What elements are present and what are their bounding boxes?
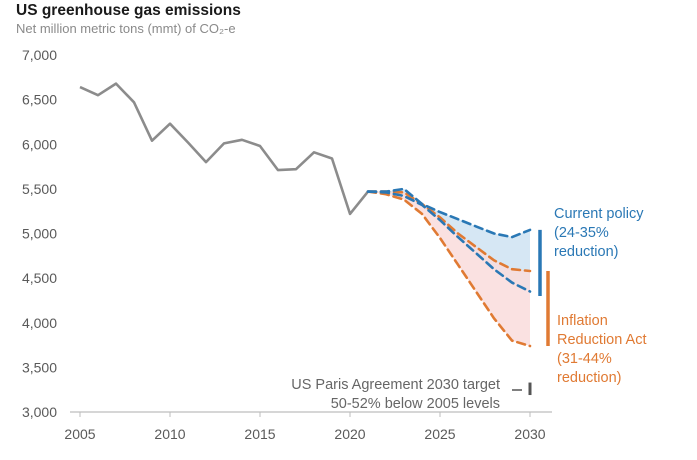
x-tick-label: 2020 [334,426,365,442]
chart-title: US greenhouse gas emissions [16,2,241,19]
ira-label: (31-44% [557,351,612,367]
y-tick-label: 3,500 [22,359,57,375]
x-tick-label: 2005 [64,426,95,442]
y-tick-label: 6,500 [22,92,57,108]
ira-label: Inflation [557,313,608,329]
y-tick-label: 5,500 [22,181,57,197]
x-tick-label: 2010 [154,426,185,442]
y-tick-label: 4,000 [22,315,57,331]
ira-band [368,191,530,346]
ira-upper-line [366,190,532,273]
current-policy-label: Current policy [554,206,644,222]
ira-label: reduction) [557,370,621,386]
ira-lower-line [366,190,532,348]
y-tick-label: 3,000 [22,404,57,420]
chart-subtitle: Net million metric tons (mmt) of CO₂-e [16,21,236,36]
current-policy-label: (24-35% [554,225,609,241]
paris-target-label: 50-52% below 2005 levels [331,396,500,412]
historical-emissions-line [79,82,370,216]
y-tick-label: 6,000 [22,136,57,152]
ira-label: Reduction Act [557,332,646,348]
current-policy-label: reduction) [554,244,618,260]
y-tick-label: 5,000 [22,226,57,242]
y-tick-label: 4,500 [22,270,57,286]
current-policy-upper-line [366,187,532,239]
y-tick-label: 7,000 [22,47,57,63]
current-policy-lower-line [366,190,532,293]
x-tick-label: 2025 [424,426,455,442]
x-tick-label: 2015 [244,426,275,442]
x-tick-label: 2030 [514,426,545,442]
paris-target-label: US Paris Agreement 2030 target [291,377,500,393]
